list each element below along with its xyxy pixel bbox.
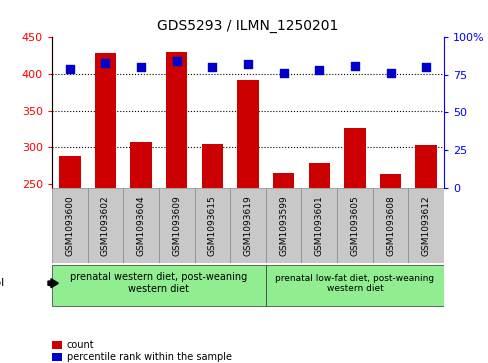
Text: count: count: [66, 340, 94, 350]
Bar: [52, 265, 265, 306]
Bar: [372, 188, 407, 263]
Point: [172, 58, 180, 64]
Bar: [59, 156, 81, 363]
Bar: [130, 142, 151, 363]
Bar: [407, 188, 443, 263]
Bar: [159, 188, 194, 263]
Bar: [344, 128, 365, 363]
Bar: [166, 52, 187, 363]
Point: [350, 63, 358, 69]
Text: GSM1093602: GSM1093602: [101, 195, 110, 256]
Point: [66, 66, 74, 72]
Bar: [265, 265, 443, 306]
Text: GSM1093619: GSM1093619: [243, 195, 252, 256]
Bar: [52, 188, 87, 263]
Bar: [379, 174, 401, 363]
Text: GSM1093599: GSM1093599: [279, 195, 287, 256]
Text: prenatal low-fat diet, post-weaning
western diet: prenatal low-fat diet, post-weaning west…: [275, 274, 433, 293]
Bar: [201, 144, 223, 363]
Bar: [123, 188, 159, 263]
Point: [279, 70, 287, 76]
Bar: [95, 53, 116, 363]
Title: GDS5293 / ILMN_1250201: GDS5293 / ILMN_1250201: [157, 19, 338, 33]
Point: [386, 70, 394, 76]
Point: [315, 67, 323, 73]
Point: [244, 61, 251, 67]
Point: [422, 64, 429, 70]
Bar: [265, 188, 301, 263]
Text: prenatal western diet, post-weaning
western diet: prenatal western diet, post-weaning west…: [70, 273, 247, 294]
Point: [102, 60, 109, 66]
Bar: [230, 188, 265, 263]
Text: GSM1093612: GSM1093612: [421, 195, 430, 256]
Text: protocol: protocol: [0, 278, 4, 288]
Text: GSM1093615: GSM1093615: [207, 195, 216, 256]
Bar: [194, 188, 230, 263]
Text: GSM1093604: GSM1093604: [136, 195, 145, 256]
Point: [137, 64, 145, 70]
Bar: [87, 188, 123, 263]
Bar: [237, 80, 258, 363]
Bar: [415, 144, 436, 363]
Bar: [336, 188, 372, 263]
Text: GSM1093600: GSM1093600: [65, 195, 74, 256]
Bar: [308, 163, 329, 363]
Text: GSM1093601: GSM1093601: [314, 195, 323, 256]
Text: percentile rank within the sample: percentile rank within the sample: [66, 352, 231, 362]
Bar: [272, 173, 294, 363]
Bar: [301, 188, 336, 263]
Point: [208, 64, 216, 70]
Text: GSM1093609: GSM1093609: [172, 195, 181, 256]
Text: GSM1093608: GSM1093608: [385, 195, 394, 256]
Text: GSM1093605: GSM1093605: [350, 195, 359, 256]
